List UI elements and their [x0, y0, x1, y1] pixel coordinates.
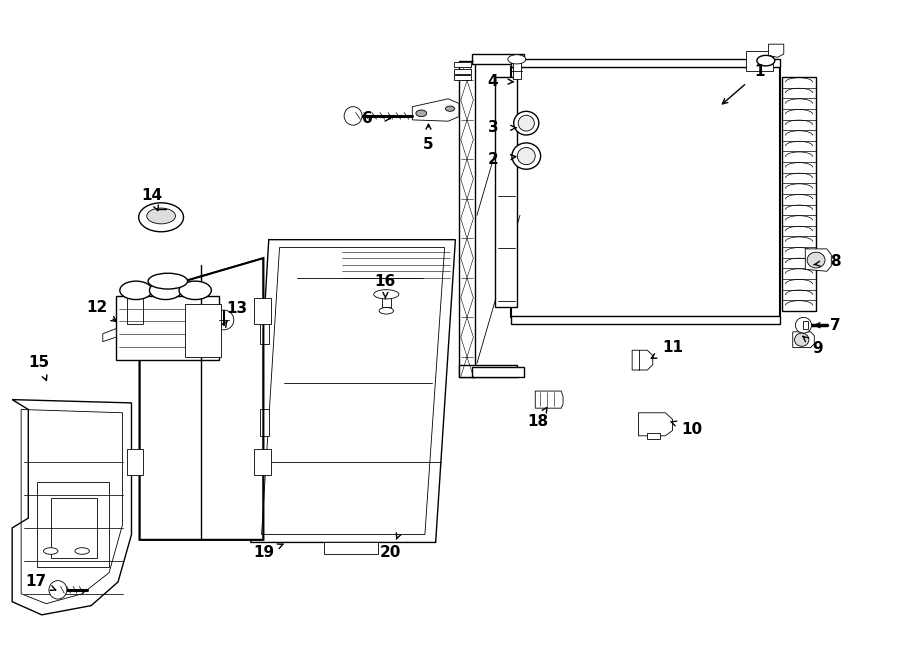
Bar	[472, 367, 525, 377]
Ellipse shape	[374, 290, 399, 299]
Text: 8: 8	[831, 254, 842, 269]
Bar	[495, 77, 518, 307]
Text: 10: 10	[681, 422, 703, 437]
Polygon shape	[13, 400, 131, 615]
Ellipse shape	[807, 253, 825, 268]
Text: 9: 9	[813, 342, 824, 356]
Text: 4: 4	[488, 74, 499, 89]
Text: 16: 16	[374, 274, 396, 289]
Bar	[454, 69, 471, 74]
Bar	[782, 77, 816, 311]
Polygon shape	[260, 409, 269, 436]
Bar	[454, 62, 471, 67]
Bar	[127, 297, 143, 324]
Polygon shape	[103, 329, 116, 342]
Ellipse shape	[379, 307, 393, 314]
Text: 17: 17	[25, 574, 46, 590]
Polygon shape	[324, 543, 378, 555]
Text: 19: 19	[253, 545, 274, 561]
Polygon shape	[511, 67, 780, 317]
Text: 18: 18	[527, 414, 548, 429]
Polygon shape	[806, 249, 832, 271]
Bar	[50, 498, 97, 558]
Bar	[647, 432, 660, 439]
Polygon shape	[412, 98, 459, 121]
Text: 5: 5	[423, 137, 434, 152]
Polygon shape	[769, 44, 784, 58]
Ellipse shape	[446, 106, 454, 111]
Bar	[255, 297, 271, 324]
Bar	[746, 51, 773, 71]
Ellipse shape	[139, 203, 184, 232]
Bar	[511, 316, 780, 324]
Text: 14: 14	[141, 188, 163, 203]
Ellipse shape	[514, 111, 539, 135]
Ellipse shape	[344, 106, 362, 125]
Ellipse shape	[49, 580, 67, 599]
Bar	[37, 482, 109, 567]
Text: 12: 12	[86, 300, 107, 315]
Bar	[459, 61, 475, 377]
Text: 13: 13	[226, 301, 247, 315]
Bar	[513, 61, 521, 79]
Polygon shape	[140, 258, 264, 540]
Polygon shape	[793, 332, 814, 348]
Ellipse shape	[508, 55, 526, 64]
Bar	[255, 449, 271, 475]
Bar	[127, 449, 143, 475]
Ellipse shape	[148, 273, 187, 289]
Polygon shape	[251, 240, 455, 543]
Ellipse shape	[120, 281, 152, 299]
Bar	[116, 295, 220, 360]
Ellipse shape	[518, 147, 536, 165]
Polygon shape	[260, 317, 269, 344]
Ellipse shape	[75, 548, 89, 555]
Bar	[454, 75, 471, 81]
Text: 3: 3	[488, 120, 499, 136]
Bar	[185, 304, 221, 357]
Polygon shape	[536, 391, 563, 408]
Text: 1: 1	[754, 64, 765, 79]
Ellipse shape	[416, 110, 427, 116]
Ellipse shape	[796, 317, 812, 333]
Ellipse shape	[43, 548, 58, 555]
Ellipse shape	[518, 115, 535, 131]
Bar	[511, 59, 780, 67]
Text: 7: 7	[831, 318, 842, 332]
Text: 20: 20	[380, 545, 401, 561]
Text: 11: 11	[662, 340, 683, 355]
Polygon shape	[632, 350, 652, 370]
Ellipse shape	[179, 281, 212, 299]
Bar	[459, 365, 518, 377]
Text: 6: 6	[362, 111, 373, 126]
Text: 2: 2	[488, 152, 499, 167]
Ellipse shape	[214, 310, 234, 330]
Ellipse shape	[149, 281, 182, 299]
Ellipse shape	[512, 143, 541, 169]
Ellipse shape	[757, 56, 775, 66]
Bar	[472, 54, 525, 64]
Bar	[382, 295, 391, 307]
Bar	[803, 321, 808, 329]
Text: 15: 15	[29, 354, 50, 369]
Ellipse shape	[147, 208, 176, 224]
Ellipse shape	[795, 333, 809, 346]
Polygon shape	[638, 412, 672, 436]
